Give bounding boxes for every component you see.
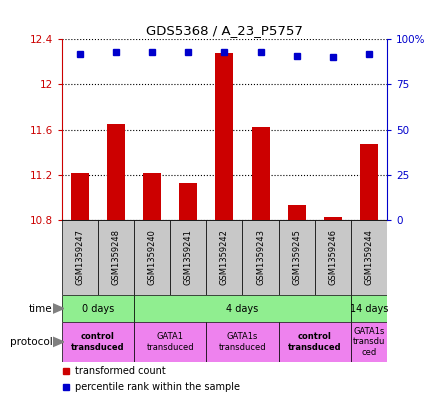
- Bar: [252, 127, 270, 220]
- Polygon shape: [53, 304, 64, 313]
- Text: protocol: protocol: [10, 337, 53, 347]
- Bar: [242, 220, 279, 295]
- Bar: [279, 220, 315, 295]
- Bar: [134, 322, 206, 362]
- Text: GSM1359247: GSM1359247: [75, 230, 84, 285]
- Text: 4 days: 4 days: [226, 303, 259, 314]
- Text: GSM1359248: GSM1359248: [111, 230, 121, 285]
- Bar: [206, 322, 279, 362]
- Text: GATA1
transduced: GATA1 transduced: [147, 332, 194, 352]
- Bar: [351, 295, 387, 322]
- Bar: [134, 220, 170, 295]
- Text: GSM1359245: GSM1359245: [292, 230, 301, 285]
- Bar: [351, 322, 387, 362]
- Text: GATA1s
transdu
ced: GATA1s transdu ced: [353, 327, 385, 357]
- Title: GDS5368 / A_23_P5757: GDS5368 / A_23_P5757: [146, 24, 303, 37]
- Bar: [288, 206, 306, 220]
- Bar: [62, 220, 98, 295]
- Bar: [71, 173, 89, 220]
- Bar: [134, 295, 351, 322]
- Polygon shape: [53, 337, 64, 347]
- Text: GSM1359241: GSM1359241: [184, 230, 193, 285]
- Text: transformed count: transformed count: [75, 366, 165, 376]
- Bar: [62, 295, 134, 322]
- Bar: [107, 124, 125, 220]
- Text: 14 days: 14 days: [350, 303, 388, 314]
- Text: 0 days: 0 days: [82, 303, 114, 314]
- Text: control
transduced: control transduced: [288, 332, 341, 352]
- Text: control
transduced: control transduced: [71, 332, 125, 352]
- Bar: [215, 53, 234, 220]
- Text: GSM1359240: GSM1359240: [147, 230, 157, 285]
- Bar: [324, 217, 342, 220]
- Text: GSM1359244: GSM1359244: [365, 230, 374, 285]
- Text: percentile rank within the sample: percentile rank within the sample: [75, 382, 240, 392]
- Text: time: time: [29, 303, 53, 314]
- Bar: [279, 322, 351, 362]
- Bar: [315, 220, 351, 295]
- Bar: [98, 220, 134, 295]
- Bar: [351, 220, 387, 295]
- Text: GSM1359242: GSM1359242: [220, 230, 229, 285]
- Bar: [170, 220, 206, 295]
- Bar: [143, 173, 161, 220]
- Bar: [62, 322, 134, 362]
- Bar: [360, 144, 378, 220]
- Text: GATA1s
transduced: GATA1s transduced: [219, 332, 266, 352]
- Bar: [179, 183, 197, 220]
- Bar: [206, 220, 242, 295]
- Text: GSM1359243: GSM1359243: [256, 230, 265, 285]
- Text: GSM1359246: GSM1359246: [328, 230, 337, 285]
